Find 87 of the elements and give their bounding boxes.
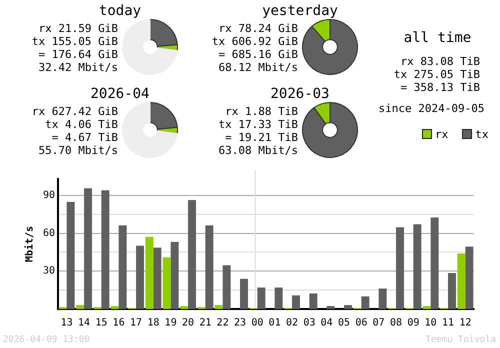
x-tick-label: 08 (390, 318, 402, 329)
x-tick-label: 13 (60, 318, 73, 329)
bar (153, 248, 162, 309)
x-tick-label: 18 (147, 318, 160, 329)
y-tick-label: 30 (42, 266, 56, 277)
x-tick-label: 21 (199, 318, 212, 329)
bar (422, 306, 431, 309)
bar (170, 242, 179, 309)
x-tick-label: 06 (355, 318, 368, 329)
text: tx 17.33 TiB (218, 118, 298, 131)
text: tx 4.06 TiB (44, 118, 118, 131)
x-tick-label: 01 (268, 318, 281, 329)
x-tick-label: 20 (182, 318, 194, 329)
bar (344, 305, 352, 309)
text: 63.08 Mbit/s (218, 144, 298, 157)
text: tx 155.05 GiB (30, 35, 118, 48)
bar (84, 188, 92, 309)
chart-title: 2026-04 (89, 86, 150, 102)
text: = 19.21 TiB (224, 131, 298, 144)
x-tick-label: 19 (164, 318, 177, 329)
bar (66, 202, 75, 309)
text: rx 83.08 TiB (400, 55, 480, 68)
x-tick-label: 09 (407, 318, 420, 329)
text: rx 21.59 GiB (38, 22, 118, 35)
y-tick-label: 60 (42, 228, 56, 239)
x-tick-label: 22 (216, 318, 229, 329)
bar (257, 288, 266, 309)
bar (396, 227, 404, 309)
y-axis-title: Mbit/s (24, 226, 36, 262)
text: tx 606.92 GiB (210, 35, 298, 48)
bar (162, 257, 171, 309)
legend-label: tx (475, 128, 488, 141)
bar (413, 224, 422, 309)
x-tick-label: 05 (338, 318, 350, 329)
text: tx 275.05 TiB (392, 68, 480, 81)
text: rx 1.88 TiB (224, 105, 298, 118)
x-tick-label: 14 (78, 318, 90, 329)
text: since 2024-09-05 (378, 102, 486, 115)
bar (457, 253, 466, 309)
bar (205, 225, 214, 309)
chart-title: yesterday (261, 3, 339, 19)
bar (101, 190, 110, 309)
text: rx 78.24 GiB (218, 22, 298, 35)
x-tick-label: 23 (234, 318, 246, 329)
bar (240, 278, 248, 309)
chart-title: today (98, 3, 142, 19)
x-tick-label: 02 (286, 318, 298, 329)
bar (430, 217, 439, 309)
text: 68.12 Mbit/s (218, 61, 298, 74)
y-tick-label: 90 (42, 190, 56, 201)
bar (222, 265, 231, 309)
text: 32.42 Mbit/s (38, 61, 118, 74)
bar (448, 273, 456, 309)
x-tick-label: 03 (303, 318, 316, 329)
bar (378, 288, 387, 309)
text: = 176.64 GiB (38, 48, 118, 61)
x-tick-label: 11 (442, 318, 454, 329)
bar (326, 306, 335, 309)
chart-title: 2026-03 (269, 86, 330, 102)
x-tick-label: 10 (424, 318, 437, 329)
bar (361, 296, 370, 309)
x-tick-label: 16 (112, 318, 125, 329)
x-tick-label: 07 (372, 318, 385, 329)
x-tick-label: 00 (251, 318, 264, 329)
bar (274, 288, 283, 309)
bar (292, 295, 300, 309)
bar (465, 246, 474, 309)
bar (188, 200, 196, 309)
bar (136, 246, 144, 309)
text: all time (402, 30, 472, 46)
bar (145, 236, 154, 309)
text: rx 627.42 GiB (30, 105, 118, 118)
bar (180, 306, 188, 309)
bar (118, 225, 127, 309)
text: = 4.67 TiB (50, 131, 118, 144)
x-tick-label: 04 (320, 318, 333, 329)
bar (110, 306, 119, 309)
text: = 358.13 TiB (400, 81, 480, 94)
legend-label: rx (435, 128, 448, 141)
x-tick-label: 17 (130, 318, 142, 329)
x-tick-label: 12 (459, 318, 472, 329)
bar (309, 293, 318, 309)
text: = 685.16 GiB (218, 48, 298, 61)
x-tick-label: 15 (95, 318, 108, 329)
text: 55.70 Mbit/s (38, 144, 118, 157)
bar (214, 305, 223, 309)
bar (76, 305, 84, 309)
